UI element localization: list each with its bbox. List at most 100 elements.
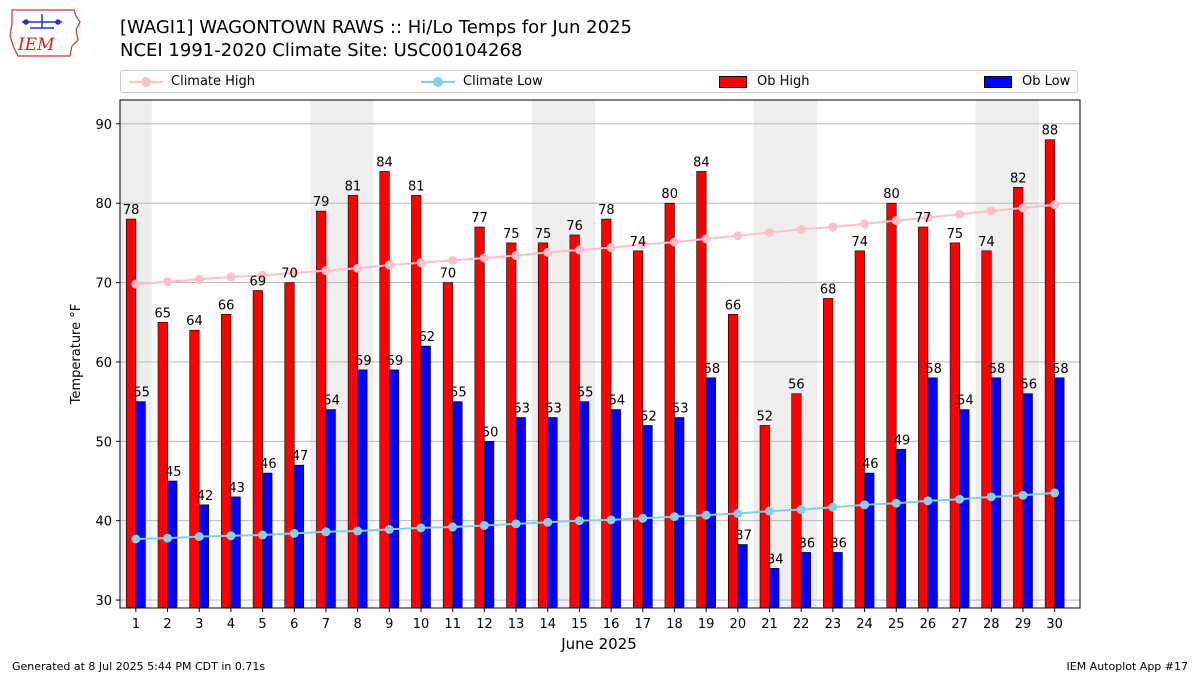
climate-high-point-day-12 — [479, 253, 489, 263]
x-tick-label-14: 14 — [539, 617, 556, 632]
ob-low-bar-day-20 — [737, 544, 748, 609]
legend-climate-high-label: Climate High — [171, 74, 256, 89]
climate-low-point-day-26 — [923, 496, 933, 506]
ob-high-bar-day-13 — [506, 242, 517, 609]
climate-low-point-day-19 — [701, 510, 711, 520]
ob-high-label-day-28: 74 — [978, 235, 995, 250]
climate-high-point-day-15 — [574, 245, 584, 255]
generated-timestamp: Generated at 8 Jul 2025 5:44 PM CDT in 0… — [12, 660, 266, 673]
ob-high-label-day-22: 56 — [788, 378, 805, 393]
x-tick-label-5: 5 — [258, 617, 266, 632]
ob-low-bar-day-9 — [389, 369, 400, 609]
y-tick-label-80: 80 — [95, 197, 112, 212]
ob-high-label-day-20: 66 — [725, 298, 742, 313]
chart-subtitle: NCEI 1991-2020 Climate Site: USC00104268 — [120, 40, 523, 61]
x-tick-label-8: 8 — [353, 617, 361, 632]
ob-high-label-day-16: 78 — [598, 203, 615, 218]
ob-high-label-day-24: 74 — [852, 235, 869, 250]
y-tick-label-50: 50 — [95, 435, 112, 450]
ob-high-bar-day-9 — [379, 171, 390, 609]
ob-low-label-day-12: 50 — [482, 425, 499, 440]
ob-high-bar-day-29 — [1013, 187, 1024, 609]
x-tick-label-29: 29 — [1015, 617, 1032, 632]
bars — [126, 139, 1065, 609]
ob-high-bar-day-17 — [632, 250, 644, 609]
climate-high-point-day-23 — [828, 222, 838, 232]
climate-low-point-day-17 — [638, 513, 648, 523]
ob-low-label-day-3: 42 — [197, 489, 214, 504]
climate-low-point-day-28 — [986, 492, 996, 502]
x-tick-label-24: 24 — [856, 617, 873, 632]
climate-high-point-day-20 — [733, 231, 743, 241]
x-axis-label: June 2025 — [560, 635, 637, 653]
ob-high-label-day-23: 68 — [820, 282, 837, 297]
climate-low-point-day-11 — [448, 522, 458, 532]
climate-low-point-day-9 — [384, 524, 394, 534]
ob-low-label-day-9: 59 — [387, 354, 404, 369]
x-tick-label-18: 18 — [666, 617, 683, 632]
climate-low-point-day-8 — [353, 526, 363, 536]
ob-high-bar-day-20 — [728, 314, 739, 609]
ob-low-bar-day-13 — [515, 417, 526, 609]
ob-low-label-day-10: 62 — [418, 330, 435, 345]
ob-high-bar-day-23 — [823, 298, 834, 609]
ob-low-bar-day-19 — [705, 377, 716, 609]
climate-low-point-day-24 — [860, 500, 870, 510]
y-axis-label: Temperature °F — [69, 304, 84, 405]
ob-low-label-day-28: 58 — [989, 362, 1006, 377]
ob-low-label-day-29: 56 — [1020, 378, 1037, 393]
climate-high-point-day-3 — [194, 274, 204, 284]
legend-ob-low: Ob Low — [984, 71, 1070, 92]
ob-high-label-day-21: 52 — [756, 409, 773, 424]
ob-high-bar-day-8 — [347, 194, 358, 609]
x-tick-label-21: 21 — [761, 617, 778, 632]
ob-low-bar-day-1 — [135, 401, 146, 609]
climate-low-point-day-23 — [828, 502, 838, 512]
climate-high-point-day-26 — [923, 212, 933, 222]
climate-high-point-day-4 — [226, 272, 236, 282]
ob-high-bar-day-1 — [126, 218, 137, 609]
ob-high-bar-day-14 — [537, 242, 549, 609]
ob-high-label-day-10: 81 — [408, 179, 425, 194]
legend-climate-low-marker — [421, 76, 455, 88]
y-tick-label-70: 70 — [95, 277, 112, 292]
x-tick-label-17: 17 — [634, 617, 651, 632]
climate-low-point-day-10 — [416, 523, 426, 533]
legend-climate-high: Climate High — [129, 71, 255, 92]
ob-low-label-day-24: 46 — [862, 457, 879, 472]
ob-low-bar-day-29 — [1022, 393, 1033, 609]
legend-ob-low-label: Ob Low — [1022, 74, 1071, 89]
ob-high-label-day-5: 69 — [250, 275, 267, 290]
climate-low-point-day-12 — [479, 520, 489, 530]
climate-low-line — [135, 491, 1055, 540]
ob-high-bar-day-12 — [474, 226, 485, 609]
ob-high-label-day-25: 80 — [883, 187, 900, 202]
legend-ob-high: Ob High — [719, 71, 810, 92]
x-tick-label-26: 26 — [920, 617, 937, 632]
ob-low-label-day-14: 53 — [545, 402, 562, 417]
iowa-outline-shape — [9, 9, 81, 57]
climate-high-line — [135, 203, 1055, 286]
climate-low-point-day-25 — [891, 498, 901, 508]
ob-low-bar-day-15 — [579, 401, 590, 609]
climate-high-point-day-19 — [701, 234, 711, 244]
climate-low-point-day-2 — [163, 533, 173, 543]
climate-low-point-day-16 — [606, 515, 616, 525]
x-tick-label-9: 9 — [385, 617, 393, 632]
ob-high-label-day-4: 66 — [218, 298, 235, 313]
ob-high-label-day-29: 82 — [1010, 171, 1027, 186]
ob-high-label-day-7: 79 — [313, 195, 330, 210]
x-tick-label-27: 27 — [951, 617, 968, 632]
climate-lines — [131, 200, 1060, 544]
climate-high-point-day-29 — [1018, 203, 1028, 213]
ob-low-label-day-20: 37 — [735, 529, 752, 544]
x-tick-label-25: 25 — [888, 617, 905, 632]
climate-high-point-day-28 — [986, 206, 996, 216]
ob-low-label-day-8: 59 — [355, 354, 372, 369]
climate-low-point-day-20 — [733, 509, 743, 519]
ob-low-label-day-26: 58 — [925, 362, 942, 377]
ob-high-bar-day-27 — [949, 242, 960, 609]
climate-high-point-day-11 — [448, 255, 458, 265]
x-tick-label-1: 1 — [132, 617, 140, 632]
